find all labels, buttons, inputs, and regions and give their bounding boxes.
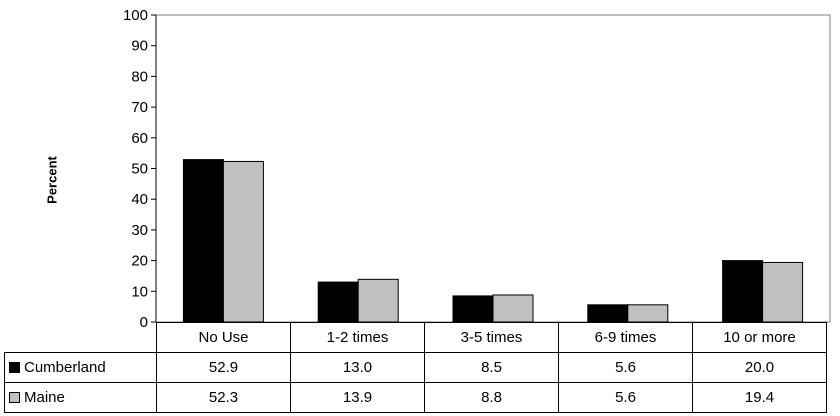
y-tick-label: 70 <box>131 99 148 116</box>
bar-cumberland <box>722 260 764 323</box>
y-tick-label: 30 <box>131 222 148 239</box>
bar-maine <box>627 304 669 323</box>
series-label: Maine <box>4 382 157 413</box>
series-row-maine: Maine 52.3 13.9 8.8 5.6 19.4 <box>4 382 827 413</box>
y-tick-label: 20 <box>131 253 148 270</box>
bar-maine <box>492 294 534 323</box>
y-tick-label: 90 <box>131 38 148 55</box>
bar-maine <box>222 160 264 323</box>
category-row: No Use 1-2 times 3-5 times 6-9 times 10 … <box>5 322 827 353</box>
data-value: 13.0 <box>290 352 425 383</box>
legend-swatch <box>9 392 20 403</box>
y-tick-label: 0 <box>140 314 148 331</box>
data-value: 52.9 <box>156 352 291 383</box>
series-label: Cumberland <box>4 352 157 383</box>
category-label: 3-5 times <box>424 322 559 353</box>
data-value: 5.6 <box>558 352 693 383</box>
y-axis-label: Percent <box>44 156 60 204</box>
data-value: 20.0 <box>692 352 827 383</box>
y-tick-label: 50 <box>131 161 148 178</box>
category-label: 1-2 times <box>290 322 425 353</box>
y-tick-label: 60 <box>131 130 148 147</box>
data-value: 8.5 <box>424 352 559 383</box>
bar-cumberland <box>317 281 359 323</box>
y-tick-label: 80 <box>131 68 148 85</box>
bar-maine <box>762 261 804 323</box>
y-tick-label: 10 <box>131 283 148 300</box>
series-name: Maine <box>24 389 65 406</box>
data-value: 52.3 <box>156 382 291 413</box>
y-tick-label: 100 <box>123 7 148 24</box>
data-value: 13.9 <box>290 382 425 413</box>
category-label: 6-9 times <box>558 322 693 353</box>
bar-maine <box>357 278 399 323</box>
data-value: 5.6 <box>558 382 693 413</box>
data-table: No Use 1-2 times 3-5 times 6-9 times 10 … <box>4 322 827 413</box>
bar-cumberland <box>452 295 494 323</box>
bar-cumberland <box>182 159 224 323</box>
table-corner <box>5 323 157 353</box>
series-row-cumberland: Cumberland 52.9 13.0 8.5 5.6 20.0 <box>4 352 827 383</box>
legend-swatch <box>9 362 20 373</box>
data-value: 8.8 <box>424 382 559 413</box>
series-name: Cumberland <box>24 359 106 376</box>
category-label: 10 or more <box>692 322 827 353</box>
data-value: 19.4 <box>692 382 827 413</box>
category-label: No Use <box>156 322 291 353</box>
y-tick-label: 40 <box>131 191 148 208</box>
bar-cumberland <box>587 304 629 323</box>
